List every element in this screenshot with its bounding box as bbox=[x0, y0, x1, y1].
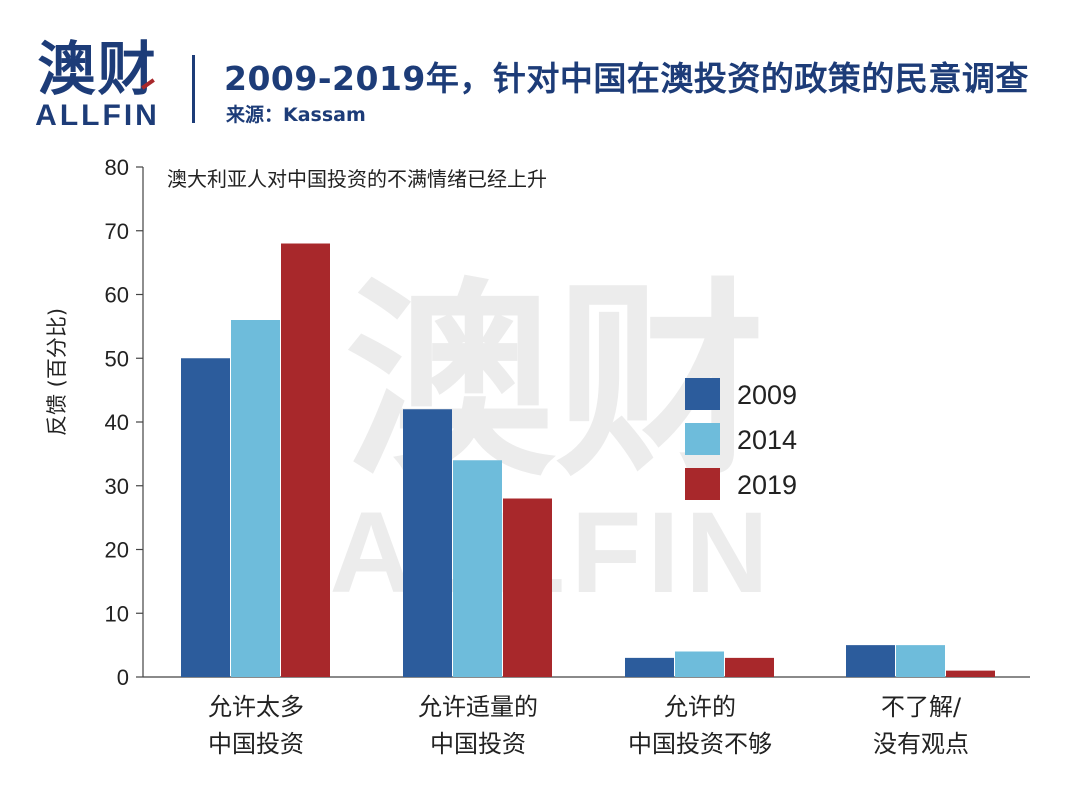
bar-2014-1 bbox=[453, 460, 502, 677]
x-category-label: 允许的 bbox=[664, 693, 736, 721]
y-tick-label: 40 bbox=[105, 410, 129, 435]
chart-title: 澳大利亚人对中国投资的不满情绪已经上升 bbox=[167, 167, 547, 191]
y-tick-label: 0 bbox=[117, 665, 129, 690]
y-tick-label: 10 bbox=[105, 601, 129, 626]
bar-2009-0 bbox=[181, 358, 230, 677]
logo-english: ALLFIN bbox=[35, 99, 160, 132]
bar-2019-2 bbox=[725, 657, 774, 677]
x-category-label: 不了解/ bbox=[881, 693, 962, 721]
bar-2019-0 bbox=[281, 243, 330, 677]
header-divider bbox=[192, 55, 195, 123]
y-axis-label: 反馈 (百分比) bbox=[45, 308, 69, 436]
x-category-label: 中国投资 bbox=[208, 730, 304, 758]
legend-label-2014: 2014 bbox=[737, 425, 797, 455]
bar-2014-3 bbox=[896, 645, 945, 677]
source-note: 来源：Kassam bbox=[226, 104, 366, 126]
x-category-label: 中国投资 bbox=[430, 730, 526, 758]
y-tick-label: 20 bbox=[105, 538, 129, 563]
legend-swatch-2009 bbox=[685, 378, 720, 410]
bar-2014-0 bbox=[231, 320, 280, 677]
page-title: 2009-2019年，针对中国在澳投资的政策的民意调查 bbox=[224, 59, 1029, 98]
y-tick-label: 30 bbox=[105, 474, 129, 499]
y-tick-label: 70 bbox=[105, 219, 129, 244]
x-category-label: 中国投资不够 bbox=[628, 730, 772, 758]
bar-2019-1 bbox=[503, 498, 552, 677]
legend-swatch-2019 bbox=[685, 468, 720, 500]
x-category-label: 允许适量的 bbox=[418, 693, 538, 721]
bar-2009-1 bbox=[403, 409, 452, 677]
y-tick-label: 50 bbox=[105, 346, 129, 371]
bar-2014-2 bbox=[675, 651, 724, 677]
legend-label-2019: 2019 bbox=[737, 470, 797, 500]
x-category-label: 没有观点 bbox=[873, 730, 969, 758]
y-tick-label: 60 bbox=[105, 283, 129, 308]
brand-logo: 澳财 ALLFIN bbox=[30, 38, 165, 132]
bar-2009-2 bbox=[625, 657, 674, 677]
y-tick-label: 80 bbox=[105, 155, 129, 180]
x-category-label: 允许太多 bbox=[208, 693, 304, 721]
bar-2019-3 bbox=[946, 670, 995, 677]
legend-label-2009: 2009 bbox=[737, 380, 797, 410]
logo-chinese: 澳财 bbox=[37, 35, 158, 103]
legend-swatch-2014 bbox=[685, 423, 720, 455]
bar-2009-3 bbox=[846, 645, 895, 677]
